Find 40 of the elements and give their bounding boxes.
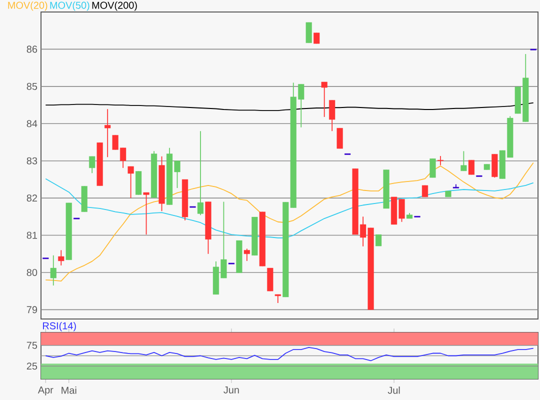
y-tick-label: 82: [26, 194, 37, 202]
candlestick: [89, 156, 96, 174]
y-tick-label: 79: [26, 306, 38, 314]
candlestick: [336, 128, 343, 150]
y-tick-label: 75: [26, 342, 38, 349]
candlestick: [306, 22, 312, 44]
candlestick: [430, 158, 436, 178]
candlestick: [128, 166, 134, 199]
y-tick-label: 84: [26, 120, 38, 128]
y-tick-label: 80: [26, 268, 38, 276]
y-tick-label: 86: [26, 46, 38, 53]
candlestick: [197, 130, 204, 216]
text: MOV(20): [8, 2, 48, 11]
x-tick-label: Jun: [224, 386, 239, 394]
candlestick: [136, 170, 142, 196]
y-tick-label: 85: [26, 82, 38, 90]
candlestick: [50, 254, 56, 286]
candlestick: [267, 268, 274, 292]
candlestick: [314, 32, 320, 44]
candlestick: [375, 234, 382, 246]
x-tick-label: Jul: [388, 386, 400, 394]
candlestick: [244, 248, 250, 262]
text: MOV(50): [50, 2, 90, 11]
text: RSI(14): [43, 322, 76, 332]
candlestick: [58, 250, 64, 266]
y-tick-label: 81: [26, 232, 37, 239]
candlestick: [468, 160, 474, 176]
candlestick: [492, 154, 498, 178]
x-tick-label: Mai: [62, 386, 76, 394]
candlestick: [143, 192, 150, 235]
x-tick-label: Apr: [38, 386, 54, 396]
y-tick-label: 25: [26, 362, 38, 370]
candlestick: [460, 150, 467, 172]
text: MOV(200): [92, 2, 137, 11]
candlestick: [422, 184, 428, 198]
candlestick: [437, 156, 444, 166]
y-tick-label: 83: [26, 157, 38, 164]
candlestick: [104, 108, 111, 158]
candlestick: [329, 100, 336, 132]
candlestick: [321, 82, 328, 118]
